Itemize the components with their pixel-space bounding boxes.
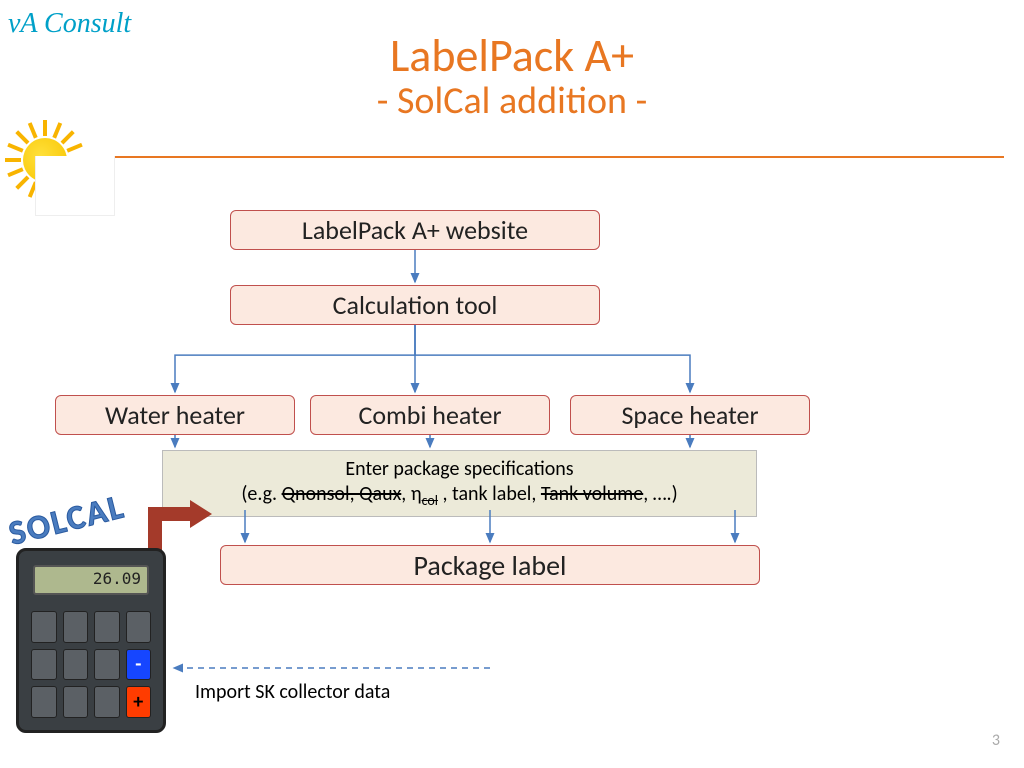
page-number: 3 xyxy=(992,731,1000,750)
node-combi: Combi heater xyxy=(310,395,550,435)
solcal-label: SOLCAL xyxy=(5,486,129,554)
calculator-keys: - + xyxy=(31,611,151,718)
node-space: Space heater xyxy=(570,395,810,435)
node-package: Package label xyxy=(220,545,760,585)
calculator-icon: 26.09 - + xyxy=(16,548,166,733)
spec-line1: Enter package specifications xyxy=(173,457,746,482)
title-main: LabelPack A+ xyxy=(0,28,1024,84)
title-sub: - SolCal addition - xyxy=(0,78,1024,124)
node-calc-tool: Calculation tool xyxy=(230,285,600,325)
spec-line2: (e.g. Qnonsol, Qaux, ηcol , tank label, … xyxy=(173,482,746,510)
import-caption: Import SK collector data xyxy=(195,680,390,704)
calculator-screen: 26.09 xyxy=(33,565,149,595)
title-block: LabelPack A+ - SolCal addition - xyxy=(0,28,1024,124)
node-water: Water heater xyxy=(55,395,295,435)
spec-box: Enter package specifications (e.g. Qnons… xyxy=(162,450,757,517)
title-underline xyxy=(52,156,1004,158)
node-website: LabelPack A+ website xyxy=(230,210,600,250)
sun-mask xyxy=(35,156,115,216)
